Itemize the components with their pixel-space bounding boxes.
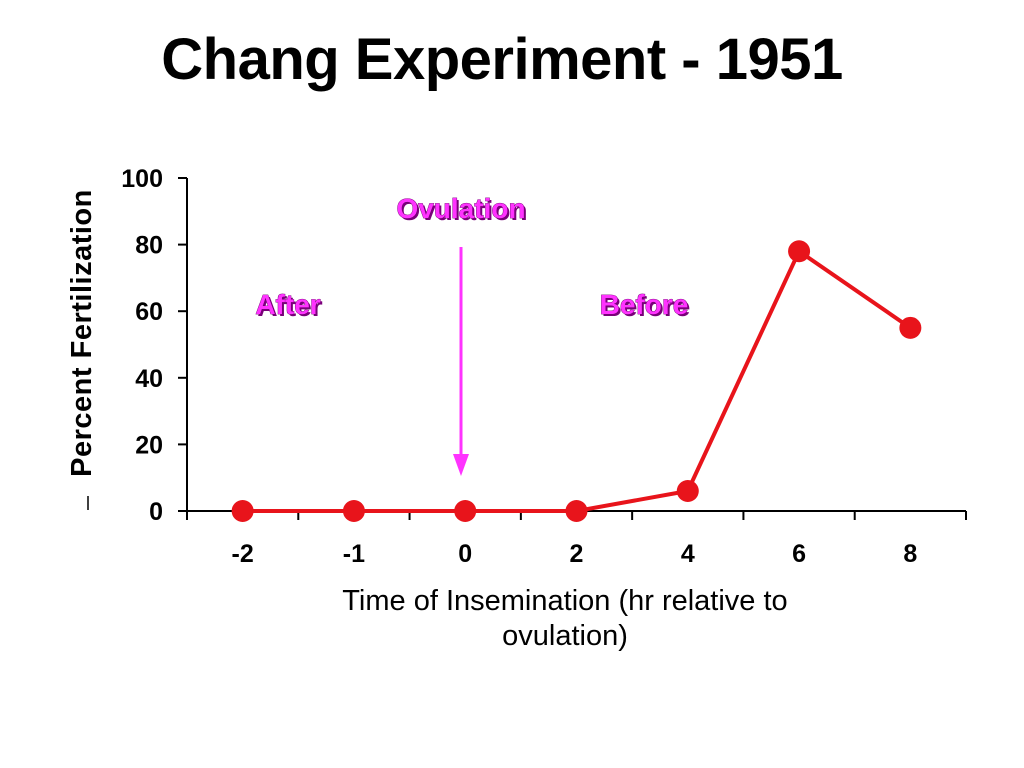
after-label-shadow: After (257, 291, 322, 322)
y-ticks: 0 20 40 60 80 100 (121, 165, 187, 526)
ovulation-label-shadow: Ovulation (398, 195, 527, 226)
series-fertilization (231, 240, 922, 522)
x-tick-label: 6 (792, 540, 806, 568)
x-tick-label: 2 (570, 540, 584, 568)
data-point (565, 500, 588, 522)
x-axis-title-line2: ovulation) (502, 620, 628, 652)
x-axis-title-line1: Time of Insemination (hr relative to (342, 585, 787, 617)
before-label: Before (600, 289, 689, 320)
data-point (899, 316, 922, 339)
y-tick-label: 80 (135, 232, 163, 260)
x-tick-label: -2 (232, 540, 254, 568)
x-tick-label: 8 (903, 540, 917, 568)
x-tick-label: 4 (681, 540, 695, 568)
slide-title: Chang Experiment - 1951 (161, 27, 843, 92)
y-tick-label: 40 (135, 365, 163, 393)
ovulation-arrow-head (453, 454, 469, 476)
x-ticks: -2 -1 0 2 4 6 8 (186, 511, 967, 568)
annotation-ovulation: Ovulation Ovulation (396, 193, 528, 476)
y-tick-label: 20 (135, 431, 163, 459)
before-label-shadow: Before (602, 291, 691, 322)
after-label: After (255, 289, 320, 320)
y-axis: 0 20 40 60 80 100 (121, 165, 188, 526)
data-point (342, 500, 365, 522)
data-point (788, 240, 811, 263)
x-tick-label: 0 (458, 540, 472, 568)
data-point (231, 500, 254, 522)
x-tick-label: -1 (343, 540, 365, 568)
y-axis-title: Percent Fertilization (66, 189, 98, 477)
data-point (676, 480, 699, 503)
series-line (242, 249, 912, 513)
y-tick-label: 0 (149, 498, 163, 526)
ovulation-label: Ovulation (396, 193, 525, 224)
y-tick-label: 60 (135, 298, 163, 326)
data-point (454, 500, 477, 522)
y-tick-label: 100 (121, 165, 163, 193)
